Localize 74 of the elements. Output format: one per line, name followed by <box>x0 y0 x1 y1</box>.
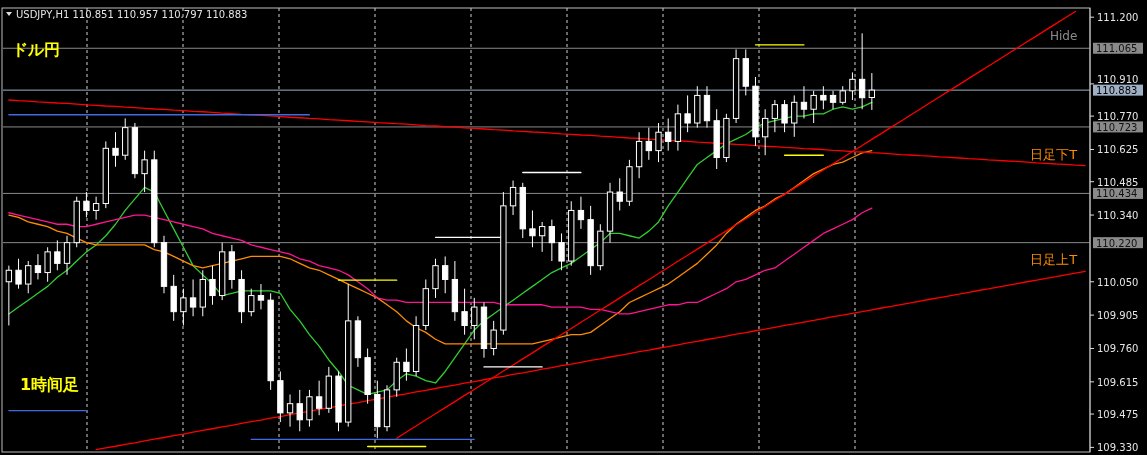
series-label: 日足下T <box>1030 146 1078 162</box>
candlestick <box>63 235 71 276</box>
y-tick-label: 111.200 <box>1097 12 1139 24</box>
candlestick <box>791 94 798 138</box>
ref-line-label: 110.434 <box>1096 188 1138 200</box>
candlestick <box>577 196 585 230</box>
candlestick <box>315 380 323 416</box>
candlestick <box>684 94 691 133</box>
candlestick <box>538 221 546 253</box>
candlestick <box>529 209 536 248</box>
candlestick <box>839 85 846 106</box>
candlestick <box>34 253 42 280</box>
candlestick <box>771 99 779 133</box>
candlestick <box>471 297 478 340</box>
chart-title: USDJPY,H1 110.851 110.957 110.797 110.883 <box>16 9 248 20</box>
y-tick-label: 110.625 <box>1097 144 1139 156</box>
y-tick-label: 110.050 <box>1097 276 1139 288</box>
candlestick <box>461 288 468 336</box>
ref-line-label: 110.220 <box>1096 237 1138 249</box>
candlestick <box>868 72 875 111</box>
candlestick <box>306 389 313 428</box>
candlestick <box>44 246 51 283</box>
candlestick <box>558 232 565 271</box>
candlestick <box>509 180 517 216</box>
line-series <box>8 101 873 396</box>
candlestick <box>5 265 13 326</box>
candlestick <box>665 117 672 152</box>
annotation: ドル円 <box>12 40 60 59</box>
candlestick <box>209 265 216 306</box>
y-tick-label: 109.475 <box>1097 409 1139 421</box>
candlestick <box>810 90 817 124</box>
candlestick <box>820 85 827 110</box>
candlestick <box>403 347 410 382</box>
candlestick <box>296 389 303 432</box>
candlestick <box>762 108 769 156</box>
y-tick-label: 110.340 <box>1097 210 1139 222</box>
candlestick <box>189 278 197 317</box>
candlestick <box>286 393 294 428</box>
candlestick <box>25 260 32 294</box>
candlestick <box>112 131 119 168</box>
y-tick-label: 109.760 <box>1097 343 1139 355</box>
candlestick <box>83 191 90 218</box>
candlestick <box>92 196 100 221</box>
candlestick <box>800 85 808 119</box>
candlestick <box>645 127 652 161</box>
candlestick <box>548 219 556 262</box>
candlestick <box>655 122 662 163</box>
y-tick-label: 110.910 <box>1097 74 1139 86</box>
candlestick <box>257 283 265 310</box>
candlestick <box>616 177 623 211</box>
y-tick-label: 109.905 <box>1097 310 1139 322</box>
line-series <box>8 207 873 315</box>
candlestick <box>781 99 788 133</box>
candlestick <box>442 255 449 294</box>
candlestick <box>54 239 61 271</box>
candlestick <box>141 150 148 193</box>
annotation: 1時间足 <box>20 375 80 394</box>
candlestick <box>858 32 866 110</box>
ref-line-label: 110.883 <box>1096 85 1138 97</box>
candlestick <box>432 258 439 299</box>
y-tick-label: 110.770 <box>1097 110 1139 122</box>
y-tick-label: 109.330 <box>1097 442 1139 454</box>
candlestick <box>829 90 837 110</box>
candlestick <box>849 71 856 101</box>
y-tick-label: 110.485 <box>1097 177 1139 189</box>
candlestick <box>490 320 497 356</box>
y-tick-label: 109.615 <box>1097 376 1139 388</box>
candlestick <box>248 288 255 317</box>
ref-line-label: 110.723 <box>1096 121 1138 133</box>
candlestick <box>15 258 22 290</box>
series-label: 日足上T <box>1030 252 1078 268</box>
annotation: Hide <box>1050 29 1078 43</box>
ref-line-label: 111.065 <box>1096 43 1138 55</box>
candlestick <box>180 288 187 326</box>
